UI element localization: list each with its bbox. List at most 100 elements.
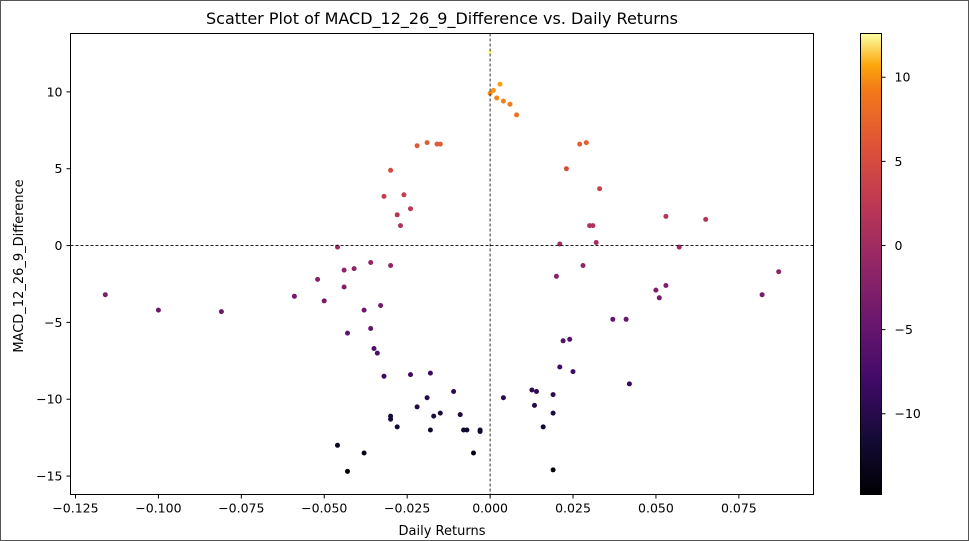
scatter-point [532, 402, 537, 408]
x-tick-label: −0.100 [135, 501, 181, 516]
scatter-point [623, 316, 629, 322]
x-tick-label: 0.025 [555, 501, 591, 516]
scatter-point [487, 90, 493, 96]
scatter-point [610, 316, 616, 322]
scatter-point [550, 392, 556, 398]
scatter-point [587, 223, 593, 229]
x-axis-ticks: −0.125 −0.100 −0.075 −0.050 −0.025 0.000 0.025… [52, 494, 757, 516]
scatter-point [759, 292, 765, 298]
scatter-point [497, 81, 503, 87]
scatter-point [341, 267, 347, 273]
scatter-point [703, 216, 709, 222]
scatter-point [427, 427, 433, 433]
x-tick-label: −0.125 [52, 501, 98, 516]
scatter-point [345, 468, 350, 474]
scatter-point [494, 95, 500, 101]
scatter-point [560, 338, 566, 344]
scatter-point [597, 186, 603, 192]
scatter-point [335, 442, 340, 448]
scatter-point [550, 467, 556, 473]
y-tick-label: −10 [36, 392, 62, 407]
y-tick-label: 0 [55, 238, 63, 253]
y-tick-label: −15 [36, 469, 62, 484]
scatter-point [345, 330, 350, 336]
plot-area [70, 33, 814, 495]
scatter-point [500, 395, 506, 401]
scatter-point [341, 284, 347, 290]
scatter-point [361, 450, 367, 456]
scatter-point [451, 389, 457, 394]
scatter-point [437, 141, 443, 147]
colorbar-tick-label: −5 [895, 322, 913, 337]
x-tick-label: 0.075 [721, 501, 757, 516]
x-tick-label: 0.050 [638, 501, 674, 516]
scatter-point [361, 307, 367, 313]
plot-frame [70, 33, 814, 495]
x-axis-label: Daily Returns [399, 524, 486, 539]
scatter-point [540, 424, 546, 430]
x-tick-label: 0.000 [472, 501, 508, 516]
scatter-point [408, 372, 413, 378]
scatter-point [371, 346, 377, 351]
colorbar-tick-label: 5 [895, 154, 903, 169]
scatter-point [427, 370, 433, 376]
scatter-point [414, 404, 420, 410]
scatter-point [315, 276, 321, 282]
scatter-point [663, 283, 669, 288]
x-tick-label: −0.050 [301, 501, 347, 516]
scatter-point [378, 303, 384, 308]
scatter-point [580, 263, 586, 268]
colorbar-tick-label: 0 [895, 238, 903, 253]
scatter-point [563, 166, 569, 172]
scatter-point [381, 193, 387, 199]
y-axis-ticks: −15 −10 −5 0 5 10 [36, 84, 71, 484]
scatter-point [351, 266, 357, 272]
scatter-point [102, 292, 108, 298]
scatter-point [155, 307, 161, 313]
scatter-point [388, 167, 394, 173]
scatter-point [570, 369, 576, 375]
scatter-point [368, 260, 374, 265]
scatter-point [663, 213, 669, 219]
scatter-point [394, 424, 400, 430]
scatter-point [414, 143, 420, 149]
colorbar-ticks: −10 −5 0 5 10 [881, 70, 921, 421]
scatter-point [534, 389, 539, 394]
scatter-point [514, 112, 520, 118]
scatter-point [656, 295, 662, 301]
scatter-point [776, 269, 782, 275]
scatter-point [471, 450, 476, 456]
scatter-point [388, 416, 394, 422]
colorbar-tick-label: −10 [895, 406, 921, 421]
scatter-point [408, 206, 413, 212]
chart-title: Scatter Plot of MACD_12_26_9_Difference … [206, 9, 678, 29]
scatter-point [431, 413, 437, 419]
scatter-point [457, 412, 463, 418]
points-layer [102, 49, 782, 474]
y-tick-label: 10 [47, 84, 63, 99]
scatter-point [593, 240, 599, 245]
scatter-point [583, 140, 589, 146]
scatter-point [464, 427, 470, 433]
scatter-point [388, 263, 394, 268]
scatter-point [553, 273, 559, 279]
scatter-point [401, 192, 407, 198]
scatter-point [626, 381, 632, 387]
y-tick-label: −5 [44, 315, 62, 330]
scatter-point [218, 309, 224, 315]
scatter-point [557, 364, 563, 370]
reference-lines [70, 33, 814, 495]
scatter-point [653, 287, 659, 293]
colorbar [860, 33, 882, 495]
scatter-point [500, 98, 506, 104]
scatter-point [291, 293, 297, 299]
x-tick-label: −0.075 [218, 501, 264, 516]
y-axis-label: MACD_12_26_9_Difference [12, 179, 27, 352]
y-tick-label: 5 [55, 161, 63, 176]
scatter-point [490, 87, 496, 93]
scatter-point [507, 101, 513, 107]
scatter-point [374, 350, 380, 356]
scatter-point [487, 49, 493, 55]
scatter-point [394, 212, 400, 218]
